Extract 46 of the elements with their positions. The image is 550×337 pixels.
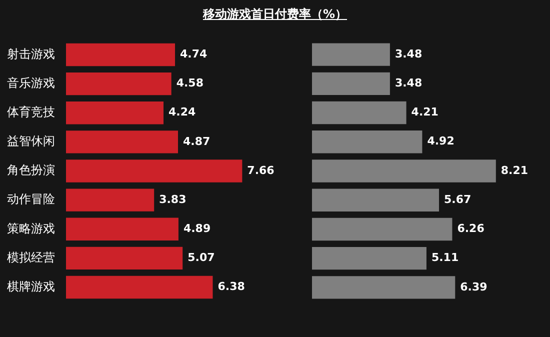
- data-label: 3.48: [394, 76, 422, 90]
- bar: [312, 218, 452, 241]
- data-label: 5.07: [188, 251, 215, 264]
- data-label: 4.92: [427, 134, 454, 148]
- data-label: 4.74: [180, 48, 208, 61]
- y-tick-label: 音乐游戏: [7, 76, 55, 90]
- bar: [66, 43, 176, 66]
- bar: [312, 130, 422, 154]
- bar: [66, 160, 242, 182]
- bar: [312, 188, 440, 212]
- y-tick-label: 策略游戏: [7, 221, 55, 236]
- bar: [312, 101, 406, 124]
- bar: [312, 43, 390, 66]
- y-tick-label: 动作冒险: [7, 192, 55, 206]
- data-label: 6.39: [460, 280, 488, 294]
- data-label: 5.67: [444, 192, 472, 206]
- data-label: 4.24: [168, 106, 196, 119]
- data-label: 6.38: [218, 280, 245, 294]
- bar: [66, 276, 213, 299]
- bar: [66, 246, 183, 270]
- data-label: 6.26: [457, 222, 485, 236]
- bar: [66, 72, 172, 96]
- y-tick-label: 棋牌游戏: [7, 279, 55, 294]
- bar: [66, 188, 154, 212]
- bar: [312, 72, 390, 96]
- text: 移动游戏首日付费率（%）: [202, 7, 348, 21]
- data-label: 4.89: [183, 222, 211, 235]
- data-label: 4.58: [176, 76, 204, 90]
- bar: [312, 246, 426, 270]
- y-tick-label: 体育竞技: [7, 104, 55, 119]
- data-label: 5.11: [431, 251, 459, 264]
- data-label: 7.66: [247, 164, 275, 177]
- data-label: 4.21: [411, 106, 438, 119]
- y-tick-label: 益智休闲: [7, 134, 55, 148]
- bar: [66, 130, 178, 154]
- bar: [312, 160, 496, 182]
- data-label: 3.48: [394, 47, 422, 60]
- bar: [66, 218, 178, 240]
- data-label: 8.21: [500, 164, 528, 177]
- y-tick-label: 角色扮演: [7, 163, 55, 178]
- bar: [312, 276, 456, 299]
- data-label: 3.83: [159, 192, 186, 206]
- data-label: 4.87: [183, 134, 210, 148]
- bar: [66, 102, 164, 124]
- y-tick-label: 模拟经营: [7, 250, 55, 264]
- y-tick-label: 射击游戏: [7, 46, 55, 61]
